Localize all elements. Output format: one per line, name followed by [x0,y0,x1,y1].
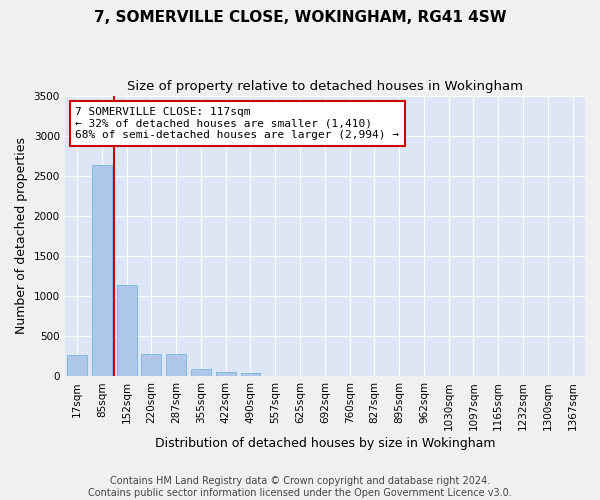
Bar [166,354,186,376]
Bar [241,373,260,376]
Text: 7, SOMERVILLE CLOSE, WOKINGHAM, RG41 4SW: 7, SOMERVILLE CLOSE, WOKINGHAM, RG41 4SW [94,10,506,25]
Text: 7 SOMERVILLE CLOSE: 117sqm
← 32% of detached houses are smaller (1,410)
68% of s: 7 SOMERVILLE CLOSE: 117sqm ← 32% of deta… [75,107,399,140]
Bar [67,355,87,376]
Bar [117,285,137,376]
Bar [216,372,236,376]
Text: Contains HM Land Registry data © Crown copyright and database right 2024.
Contai: Contains HM Land Registry data © Crown c… [88,476,512,498]
Title: Size of property relative to detached houses in Wokingham: Size of property relative to detached ho… [127,80,523,93]
Bar [92,164,112,376]
Bar [191,369,211,376]
X-axis label: Distribution of detached houses by size in Wokingham: Distribution of detached houses by size … [155,437,495,450]
Y-axis label: Number of detached properties: Number of detached properties [15,138,28,334]
Bar [142,354,161,376]
